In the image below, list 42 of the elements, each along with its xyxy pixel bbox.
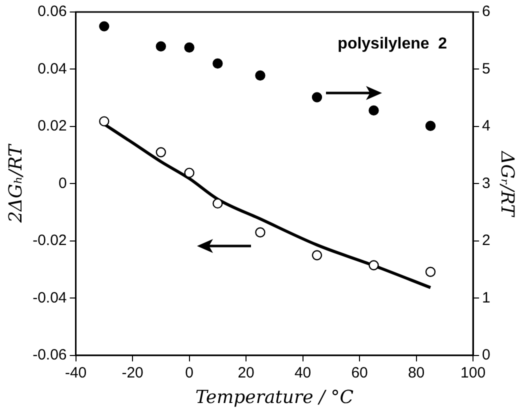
x-tick-label: 40 bbox=[294, 364, 312, 382]
point bbox=[99, 21, 110, 32]
y2-tick-label: 3 bbox=[482, 174, 490, 192]
point bbox=[184, 168, 194, 178]
y2-axis-title: ΔGᵣ/RT bbox=[496, 150, 518, 218]
y-tick-label: -0.04 bbox=[32, 289, 67, 306]
x-tick-label: -20 bbox=[122, 364, 144, 382]
y2-tick-label: 4 bbox=[482, 118, 490, 135]
x-tick-label: -40 bbox=[64, 364, 87, 382]
y-axis-title: 2ΔGₕ/RT bbox=[5, 142, 26, 224]
point bbox=[312, 250, 322, 260]
y-tick-label: -0.02 bbox=[32, 232, 67, 250]
y-tick-label: 0 bbox=[58, 174, 67, 192]
y2-tick-label: 1 bbox=[482, 289, 490, 306]
x-tick-label: 100 bbox=[460, 364, 486, 382]
y-tick-label: 0.04 bbox=[38, 60, 67, 78]
y-tick-label: 0.06 bbox=[38, 3, 67, 20]
point bbox=[184, 42, 194, 53]
point bbox=[212, 198, 223, 209]
x-tick-label: 60 bbox=[351, 364, 368, 382]
point bbox=[312, 92, 322, 102]
point bbox=[425, 266, 436, 277]
point bbox=[156, 147, 166, 158]
x-tick-label: 0 bbox=[185, 364, 194, 382]
y2-tick-label: 0 bbox=[482, 346, 490, 364]
y-tick-label: -0.06 bbox=[32, 346, 67, 364]
point bbox=[255, 227, 266, 238]
annotation: polysilylene 2 bbox=[338, 35, 448, 52]
y2-tick-label: 2 bbox=[482, 232, 490, 250]
point bbox=[255, 70, 266, 81]
x-axis-title: Temperature / °C bbox=[195, 386, 354, 408]
point bbox=[368, 105, 379, 116]
point bbox=[368, 260, 379, 270]
point bbox=[99, 116, 110, 126]
x-tick-label: 80 bbox=[408, 364, 425, 382]
y2-tick-label: 5 bbox=[482, 60, 490, 78]
point bbox=[212, 58, 223, 69]
x-tick-label: 20 bbox=[238, 364, 254, 382]
point bbox=[425, 120, 436, 131]
y2-tick-label: 6 bbox=[482, 3, 490, 20]
y-tick-label: 0.02 bbox=[38, 118, 67, 135]
point bbox=[156, 41, 166, 52]
